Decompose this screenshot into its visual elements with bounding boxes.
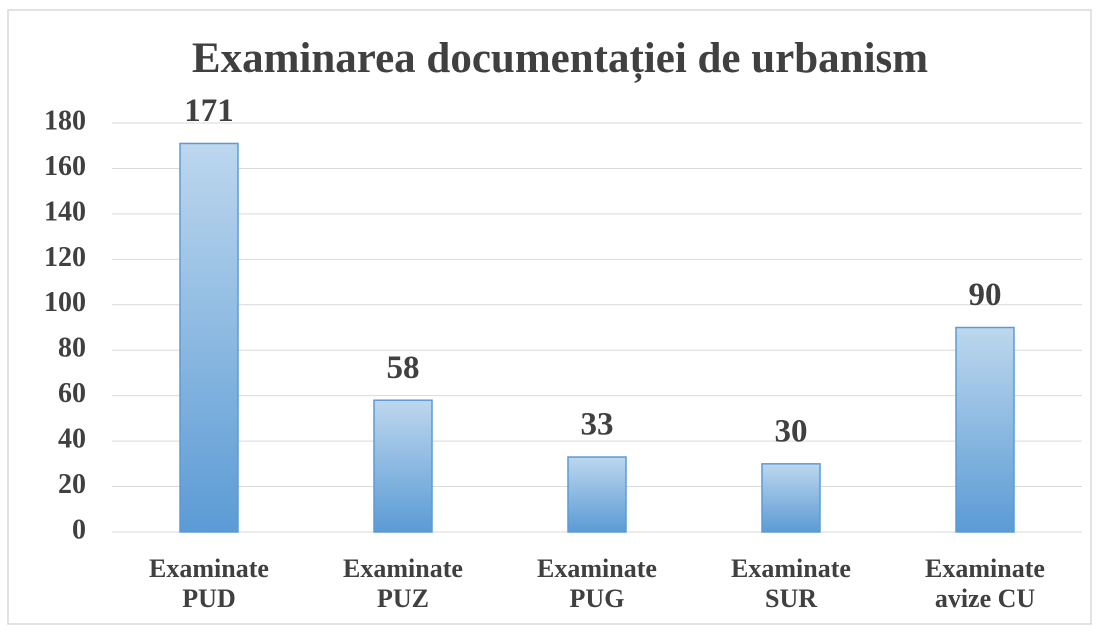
y-tick-label: 160 <box>44 151 86 182</box>
x-tick-label: Examinate PUD <box>149 554 269 613</box>
y-tick-label: 180 <box>44 105 86 136</box>
bar <box>179 142 239 533</box>
y-tick-label: 60 <box>58 378 86 409</box>
bar <box>761 463 821 533</box>
x-tick-label: Examinate PUZ <box>343 554 463 613</box>
value-label: 30 <box>775 413 808 449</box>
value-label: 33 <box>581 407 614 443</box>
y-tick-label: 40 <box>58 424 86 455</box>
y-tick-label: 140 <box>44 196 86 227</box>
y-tick-label: 100 <box>44 287 86 318</box>
value-label: 58 <box>387 350 420 386</box>
x-tick-label: Examinate SUR <box>731 554 851 613</box>
y-tick-label: 20 <box>58 469 86 500</box>
value-label: 90 <box>969 277 1002 313</box>
x-tick-label: Examinate avize CU <box>925 554 1045 613</box>
value-label: 171 <box>184 93 234 129</box>
bar <box>373 399 433 533</box>
y-tick-label: 0 <box>72 514 86 545</box>
bar <box>567 456 627 533</box>
y-tick-label: 120 <box>44 242 86 273</box>
chart-title: Examinarea documentației de urbanism <box>192 35 928 83</box>
bar <box>955 326 1015 533</box>
x-tick-label: Examinate PUG <box>537 554 657 613</box>
y-tick-label: 80 <box>58 333 86 364</box>
